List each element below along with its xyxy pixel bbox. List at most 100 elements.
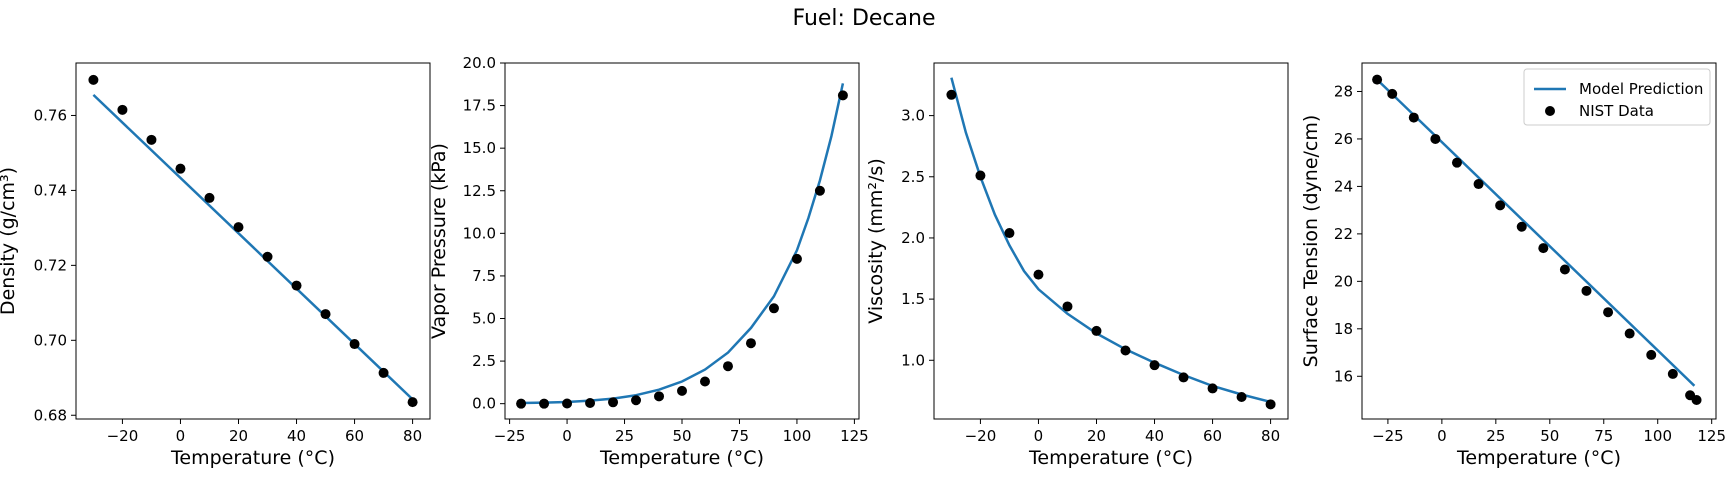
- legend: Model Prediction NIST Data: [1523, 68, 1711, 126]
- nist-data-point: [1236, 391, 1247, 402]
- nist-data-point: [262, 251, 273, 262]
- nist-data-point: [1559, 264, 1570, 275]
- model-prediction-line: [92, 93, 417, 404]
- y-tick-label: 3.0: [901, 107, 925, 125]
- nist-data-point: [117, 104, 128, 115]
- nist-data-point: [608, 397, 619, 408]
- y-tick-label: 10.0: [463, 224, 496, 242]
- nist-data-point: [1149, 360, 1160, 371]
- nist-data-point: [320, 309, 331, 320]
- x-tick-label: −25: [494, 427, 526, 445]
- y-tick-label: 28: [1334, 82, 1353, 100]
- x-tick-label: 125: [1697, 427, 1726, 445]
- y-tick-label: 2.5: [472, 352, 496, 370]
- y-tick-label: 12.5: [463, 182, 496, 200]
- nist-data-point: [1516, 221, 1527, 232]
- plot-frame: [933, 62, 1289, 420]
- nist-data-point: [1372, 74, 1383, 85]
- legend-point-swatch: [1545, 106, 1555, 116]
- y-tick-label: 5.0: [472, 310, 496, 328]
- plot-frame: [504, 62, 860, 420]
- y-tick-label: 0.68: [34, 406, 67, 424]
- nist-data-point: [1033, 269, 1044, 280]
- legend-nist-label: NIST Data: [1579, 102, 1654, 120]
- y-tick-label: 2.0: [901, 229, 925, 247]
- x-axis-label: Temperature (°C): [599, 447, 764, 469]
- x-tick-label: 50: [672, 427, 691, 445]
- nist-data-point: [631, 395, 642, 406]
- x-tick-label: 25: [615, 427, 634, 445]
- figure-title: Fuel: Decane: [792, 6, 936, 31]
- y-tick-label: 22: [1334, 225, 1353, 243]
- nist-data-point: [1603, 307, 1614, 318]
- x-tick-label: 80: [403, 427, 422, 445]
- nist-data-point: [1430, 133, 1441, 144]
- nist-data-point: [378, 367, 389, 378]
- y-tick-label: 2.5: [901, 168, 925, 186]
- legend-model-label: Model Prediction: [1579, 80, 1703, 98]
- x-tick-label: 25: [1486, 427, 1505, 445]
- nist-data-point: [585, 397, 596, 408]
- y-tick-label: 1.5: [901, 290, 925, 308]
- y-axis-label: Density (g/cm³): [0, 167, 19, 315]
- nist-data-point: [654, 391, 665, 402]
- model-prediction-line: [1376, 78, 1696, 387]
- plot-frame: [75, 62, 431, 420]
- plot-frame: [1361, 62, 1717, 420]
- chart-panel-1: −20 0 20 40 60 80 0.68 0.70 0.72 0.74 0.76 Temperat…: [0, 62, 431, 469]
- nist-data-point: [1691, 395, 1702, 406]
- y-tick-label: 0.76: [34, 106, 67, 124]
- x-tick-label: −25: [1372, 427, 1404, 445]
- model-prediction-line: [521, 83, 845, 405]
- x-tick-label: 20: [229, 427, 248, 445]
- y-tick-label: 7.5: [472, 267, 496, 285]
- nist-data-point: [677, 385, 687, 396]
- nist-data-point: [837, 90, 848, 101]
- y-tick-label: 0.0: [472, 395, 496, 413]
- nist-data-point: [791, 253, 802, 264]
- nist-data-point: [88, 74, 99, 85]
- x-axis-label: Temperature (°C): [1456, 447, 1621, 469]
- x-axis-label: Temperature (°C): [1028, 447, 1193, 469]
- x-tick-label: 50: [1540, 427, 1559, 445]
- x-tick-label: 60: [1203, 427, 1222, 445]
- nist-data-point: [814, 185, 825, 196]
- y-tick-label: 20: [1334, 272, 1353, 290]
- nist-data-point: [1178, 372, 1189, 383]
- y-tick-label: 0.72: [34, 256, 67, 274]
- nist-data-point: [975, 170, 986, 181]
- nist-data-point: [1667, 368, 1678, 379]
- x-tick-label: −20: [965, 427, 997, 445]
- x-tick-label: 100: [1643, 427, 1672, 445]
- x-tick-label: −20: [107, 427, 139, 445]
- nist-data-point: [539, 398, 550, 409]
- x-tick-label: 40: [1145, 427, 1164, 445]
- chart-panel-4: −25 0 25 50 75 100 125 16 18 20 22 24 26 28 Temperatur…: [1300, 62, 1726, 469]
- y-tick-label: 0.74: [34, 181, 67, 199]
- nist-data-point: [722, 361, 733, 372]
- x-tick-label: 100: [783, 427, 812, 445]
- nist-data-point: [1265, 399, 1276, 410]
- nist-data-point: [1646, 349, 1657, 360]
- model-prediction-line: [950, 77, 1271, 404]
- nist-data-point: [204, 192, 215, 203]
- y-axis-label: Surface Tension (dyne/cm): [1300, 115, 1322, 368]
- nist-data-point: [291, 280, 302, 291]
- y-tick-label: 17.5: [463, 97, 496, 115]
- y-tick-label: 18: [1334, 320, 1353, 338]
- nist-data-point: [1387, 88, 1398, 99]
- nist-data-point: [233, 222, 244, 233]
- y-tick-label: 1.0: [901, 351, 925, 369]
- nist-data-point: [745, 338, 756, 349]
- y-axis-label: Viscosity (mm²/s): [865, 158, 887, 324]
- y-axis-label: Vapor Pressure (kPa): [428, 143, 450, 339]
- nist-data-point: [1062, 301, 1073, 312]
- x-tick-label: 75: [730, 427, 749, 445]
- chart-panel-2: −25 0 25 50 75 100 125 0.0 2.5 5.0 7.5 10.0 12.5 15.0…: [428, 54, 869, 469]
- nist-data-point: [1473, 179, 1484, 190]
- nist-data-point: [946, 89, 957, 100]
- nist-data-point: [1624, 328, 1635, 339]
- nist-data-point: [1207, 383, 1218, 394]
- x-tick-label: 40: [287, 427, 306, 445]
